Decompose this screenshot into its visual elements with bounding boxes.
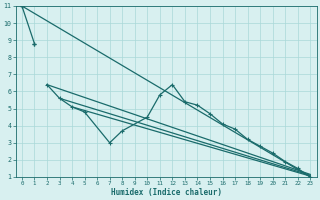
X-axis label: Humidex (Indice chaleur): Humidex (Indice chaleur)	[111, 188, 221, 197]
